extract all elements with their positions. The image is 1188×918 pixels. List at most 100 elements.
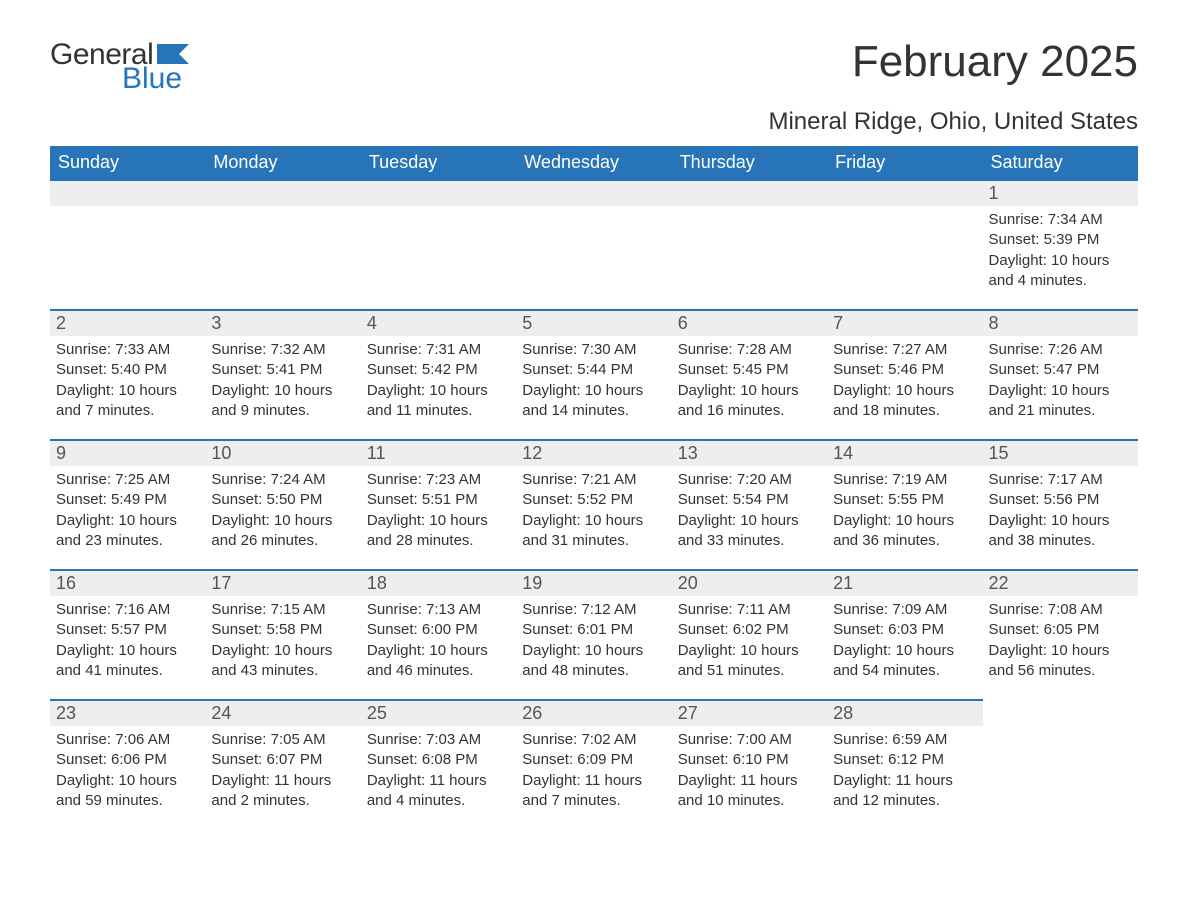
day-content: Sunrise: 7:34 AMSunset: 5:39 PMDaylight:…	[983, 206, 1138, 301]
sunset-text: Sunset: 6:00 PM	[367, 620, 510, 640]
calendar-day-cell: 26Sunrise: 7:02 AMSunset: 6:09 PMDayligh…	[516, 699, 671, 829]
daylight-text: Daylight: 10 hours and 41 minutes.	[56, 641, 199, 682]
day-content: Sunrise: 7:12 AMSunset: 6:01 PMDaylight:…	[516, 596, 671, 691]
day-content: Sunrise: 7:00 AMSunset: 6:10 PMDaylight:…	[672, 726, 827, 821]
day-content: Sunrise: 7:05 AMSunset: 6:07 PMDaylight:…	[205, 726, 360, 821]
calendar-day-cell	[50, 179, 205, 309]
daylight-text: Daylight: 10 hours and 14 minutes.	[522, 381, 665, 422]
day-content	[516, 206, 671, 220]
sunset-text: Sunset: 5:40 PM	[56, 360, 199, 380]
day-number: 16	[50, 569, 205, 596]
daylight-text: Daylight: 10 hours and 51 minutes.	[678, 641, 821, 682]
sunrise-text: Sunrise: 7:28 AM	[678, 340, 821, 360]
logo: General Blue	[50, 40, 189, 94]
sunrise-text: Sunrise: 7:15 AM	[211, 600, 354, 620]
calendar-day-cell	[827, 179, 982, 309]
daylight-text: Daylight: 10 hours and 48 minutes.	[522, 641, 665, 682]
calendar-day-cell: 15Sunrise: 7:17 AMSunset: 5:56 PMDayligh…	[983, 439, 1138, 569]
calendar-day-cell: 10Sunrise: 7:24 AMSunset: 5:50 PMDayligh…	[205, 439, 360, 569]
sunrise-text: Sunrise: 7:17 AM	[989, 470, 1132, 490]
daylight-text: Daylight: 11 hours and 7 minutes.	[522, 771, 665, 812]
sunset-text: Sunset: 6:09 PM	[522, 750, 665, 770]
sunrise-text: Sunrise: 7:09 AM	[833, 600, 976, 620]
daylight-text: Daylight: 11 hours and 12 minutes.	[833, 771, 976, 812]
daylight-text: Daylight: 10 hours and 38 minutes.	[989, 511, 1132, 552]
sunrise-text: Sunrise: 7:25 AM	[56, 470, 199, 490]
header: General Blue February 2025	[50, 40, 1138, 94]
daylight-text: Daylight: 10 hours and 9 minutes.	[211, 381, 354, 422]
calendar-day-cell	[516, 179, 671, 309]
daylight-text: Daylight: 10 hours and 21 minutes.	[989, 381, 1132, 422]
daylight-text: Daylight: 10 hours and 43 minutes.	[211, 641, 354, 682]
calendar-table: SundayMondayTuesdayWednesdayThursdayFrid…	[50, 146, 1138, 829]
day-number: 6	[672, 309, 827, 336]
weekday-header: Thursday	[672, 146, 827, 179]
location-label: Mineral Ridge, Ohio, United States	[50, 108, 1138, 136]
day-number: 28	[827, 699, 982, 726]
sunrise-text: Sunrise: 7:33 AM	[56, 340, 199, 360]
daylight-text: Daylight: 10 hours and 46 minutes.	[367, 641, 510, 682]
weekday-header: Monday	[205, 146, 360, 179]
daylight-text: Daylight: 10 hours and 11 minutes.	[367, 381, 510, 422]
sunset-text: Sunset: 6:02 PM	[678, 620, 821, 640]
daylight-text: Daylight: 10 hours and 36 minutes.	[833, 511, 976, 552]
sunrise-text: Sunrise: 7:26 AM	[989, 340, 1132, 360]
calendar-day-cell: 3Sunrise: 7:32 AMSunset: 5:41 PMDaylight…	[205, 309, 360, 439]
day-number: 10	[205, 439, 360, 466]
month-title: February 2025	[852, 40, 1138, 84]
sunset-text: Sunset: 6:01 PM	[522, 620, 665, 640]
sunset-text: Sunset: 5:56 PM	[989, 490, 1132, 510]
sunset-text: Sunset: 5:45 PM	[678, 360, 821, 380]
sunrise-text: Sunrise: 7:12 AM	[522, 600, 665, 620]
sunset-text: Sunset: 5:50 PM	[211, 490, 354, 510]
day-content: Sunrise: 7:09 AMSunset: 6:03 PMDaylight:…	[827, 596, 982, 691]
day-number: 18	[361, 569, 516, 596]
day-content: Sunrise: 7:31 AMSunset: 5:42 PMDaylight:…	[361, 336, 516, 431]
sunset-text: Sunset: 5:57 PM	[56, 620, 199, 640]
daylight-text: Daylight: 11 hours and 10 minutes.	[678, 771, 821, 812]
day-number: 24	[205, 699, 360, 726]
calendar-day-cell: 25Sunrise: 7:03 AMSunset: 6:08 PMDayligh…	[361, 699, 516, 829]
calendar-day-cell	[361, 179, 516, 309]
day-number	[827, 179, 982, 206]
sunrise-text: Sunrise: 7:32 AM	[211, 340, 354, 360]
daylight-text: Daylight: 10 hours and 26 minutes.	[211, 511, 354, 552]
day-number	[672, 179, 827, 206]
sunset-text: Sunset: 6:08 PM	[367, 750, 510, 770]
day-number	[361, 179, 516, 206]
calendar-day-cell: 17Sunrise: 7:15 AMSunset: 5:58 PMDayligh…	[205, 569, 360, 699]
day-number: 7	[827, 309, 982, 336]
day-number: 13	[672, 439, 827, 466]
daylight-text: Daylight: 10 hours and 18 minutes.	[833, 381, 976, 422]
calendar-day-cell: 1Sunrise: 7:34 AMSunset: 5:39 PMDaylight…	[983, 179, 1138, 309]
daylight-text: Daylight: 10 hours and 31 minutes.	[522, 511, 665, 552]
day-content: Sunrise: 7:06 AMSunset: 6:06 PMDaylight:…	[50, 726, 205, 821]
day-content: Sunrise: 6:59 AMSunset: 6:12 PMDaylight:…	[827, 726, 982, 821]
day-number: 2	[50, 309, 205, 336]
day-content: Sunrise: 7:27 AMSunset: 5:46 PMDaylight:…	[827, 336, 982, 431]
calendar-body: 1Sunrise: 7:34 AMSunset: 5:39 PMDaylight…	[50, 179, 1138, 829]
logo-text-blue: Blue	[122, 64, 189, 94]
day-content: Sunrise: 7:11 AMSunset: 6:02 PMDaylight:…	[672, 596, 827, 691]
calendar-day-cell: 7Sunrise: 7:27 AMSunset: 5:46 PMDaylight…	[827, 309, 982, 439]
sunset-text: Sunset: 6:05 PM	[989, 620, 1132, 640]
calendar-day-cell: 4Sunrise: 7:31 AMSunset: 5:42 PMDaylight…	[361, 309, 516, 439]
sunset-text: Sunset: 6:10 PM	[678, 750, 821, 770]
calendar-day-cell	[205, 179, 360, 309]
sunrise-text: Sunrise: 7:06 AM	[56, 730, 199, 750]
calendar-week-row: 1Sunrise: 7:34 AMSunset: 5:39 PMDaylight…	[50, 179, 1138, 309]
sunrise-text: Sunrise: 7:11 AM	[678, 600, 821, 620]
daylight-text: Daylight: 10 hours and 7 minutes.	[56, 381, 199, 422]
day-number: 4	[361, 309, 516, 336]
sunset-text: Sunset: 5:49 PM	[56, 490, 199, 510]
day-number	[205, 179, 360, 206]
calendar-day-cell: 22Sunrise: 7:08 AMSunset: 6:05 PMDayligh…	[983, 569, 1138, 699]
calendar-week-row: 9Sunrise: 7:25 AMSunset: 5:49 PMDaylight…	[50, 439, 1138, 569]
day-content: Sunrise: 7:16 AMSunset: 5:57 PMDaylight:…	[50, 596, 205, 691]
sunset-text: Sunset: 6:07 PM	[211, 750, 354, 770]
day-content: Sunrise: 7:19 AMSunset: 5:55 PMDaylight:…	[827, 466, 982, 561]
day-number: 26	[516, 699, 671, 726]
sunset-text: Sunset: 5:47 PM	[989, 360, 1132, 380]
day-number: 19	[516, 569, 671, 596]
day-number: 14	[827, 439, 982, 466]
